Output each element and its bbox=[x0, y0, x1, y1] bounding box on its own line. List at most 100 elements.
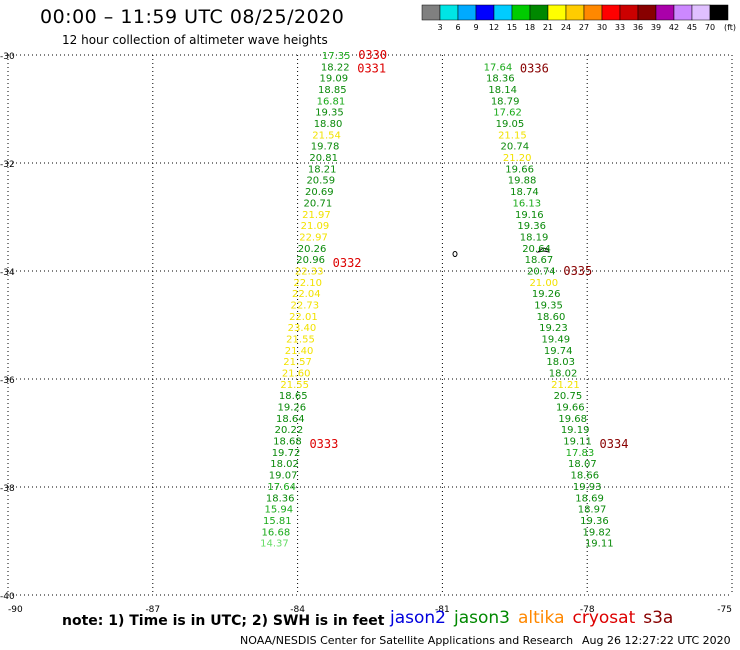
wave-height-label: 20.75 bbox=[554, 391, 583, 402]
wave-height-label: 20.26 bbox=[298, 244, 327, 255]
wave-height-label: 19.68 bbox=[558, 414, 587, 425]
wave-height-label: 16.13 bbox=[513, 198, 542, 209]
wave-height-label: 19.36 bbox=[580, 516, 609, 527]
lat-tick-label: -32 bbox=[0, 160, 15, 170]
wave-height-label: 18.80 bbox=[314, 119, 343, 130]
wave-height-label: 19.11 bbox=[585, 539, 614, 550]
wave-height-label: 22.73 bbox=[291, 300, 320, 311]
wave-height-label: 18.85 bbox=[318, 85, 347, 96]
wave-height-label: 19.05 bbox=[496, 119, 525, 130]
wave-height-label: 15.81 bbox=[263, 516, 292, 527]
colorbar-swatch bbox=[691, 4, 711, 21]
colorbar-swatch bbox=[619, 4, 639, 21]
wave-height-label: 19.66 bbox=[505, 164, 534, 175]
colorbar-swatch bbox=[601, 4, 621, 21]
lat-tick-label: -30 bbox=[0, 52, 15, 62]
lon-tick-label: -81 bbox=[435, 605, 450, 615]
wave-height-label: 21.40 bbox=[285, 346, 314, 357]
mission-jason2: jason2 bbox=[390, 608, 446, 628]
mission-legend: jason2 jason3 altika cryosat s3a bbox=[390, 608, 681, 628]
wave-height-label: 15.94 bbox=[264, 505, 293, 516]
wave-height-label: 18.60 bbox=[537, 312, 566, 323]
wave-height-label: 22.04 bbox=[292, 289, 321, 300]
wave-height-label: 19.72 bbox=[272, 448, 301, 459]
lon-tick-label: -87 bbox=[145, 605, 160, 615]
map-title: 00:00 – 11:59 UTC 08/25/2020 bbox=[40, 6, 345, 28]
colorbar-swatch bbox=[673, 4, 693, 21]
wave-height-label: 19.19 bbox=[561, 425, 590, 436]
wave-height-label: 18.14 bbox=[488, 85, 517, 96]
wave-height-label: 21.09 bbox=[301, 221, 330, 232]
wave-height-label: 21.60 bbox=[282, 369, 311, 380]
mission-s3a: s3a bbox=[643, 608, 674, 628]
colorbar-tick: 30 bbox=[597, 23, 607, 32]
wave-height-label: 22.10 bbox=[293, 278, 322, 289]
wave-height-label: 18.36 bbox=[486, 74, 515, 85]
wave-height-label: 17.62 bbox=[493, 108, 522, 119]
colorbar-swatch bbox=[511, 4, 531, 21]
credit-text: NOAA/NESDIS Center for Satellite Applica… bbox=[240, 634, 574, 647]
wave-height-label: 16.81 bbox=[317, 96, 346, 107]
wave-height-label: 19.66 bbox=[556, 403, 585, 414]
colorbar-swatch bbox=[457, 4, 477, 21]
colorbar-swatch bbox=[655, 4, 675, 21]
wave-height-label: 19.09 bbox=[319, 74, 348, 85]
colorbar-tick: 6 bbox=[455, 23, 460, 32]
lon-tick-label: -78 bbox=[580, 605, 595, 615]
wave-height-label: 19.93 bbox=[573, 482, 602, 493]
pass-time-label: 0334 bbox=[600, 437, 629, 451]
colorbar-unit: (ft) bbox=[724, 23, 736, 32]
wave-height-label: 18.74 bbox=[510, 187, 539, 198]
wave-height-label: 18.19 bbox=[520, 232, 549, 243]
colorbar: 3 6 9 12 15 18 21 24 27 30 33 36 39 42 45 70 (ft) bbox=[421, 4, 736, 32]
pass-time-label: 0333 bbox=[309, 437, 338, 451]
wave-height-label: 18.97 bbox=[578, 505, 607, 516]
wave-height-label: 18.68 bbox=[273, 437, 302, 448]
wave-height-label: 17.35 bbox=[322, 51, 351, 62]
wave-height-label: 18.79 bbox=[491, 96, 520, 107]
lat-tick-label: -36 bbox=[0, 376, 15, 386]
colorbar-swatch bbox=[547, 4, 567, 21]
colorbar-swatch bbox=[493, 4, 513, 21]
wave-height-label: 18.07 bbox=[568, 459, 597, 470]
wave-height-label: 19.78 bbox=[311, 142, 340, 153]
wave-height-label: 18.21 bbox=[308, 164, 337, 175]
wave-height-label: 19.26 bbox=[532, 289, 561, 300]
wave-height-label: 21.21 bbox=[551, 380, 580, 391]
pass-time-label: 0331 bbox=[357, 62, 386, 76]
wave-height-label: 19.16 bbox=[515, 210, 544, 221]
colorbar-tick: 33 bbox=[615, 23, 625, 32]
wave-height-label: 22.01 bbox=[289, 312, 318, 323]
wave-height-label: 19.23 bbox=[539, 323, 568, 334]
islands bbox=[452, 247, 550, 257]
wave-height-label: 17.64 bbox=[484, 62, 513, 73]
colorbar-swatch bbox=[529, 4, 549, 21]
colorbar-tick: 15 bbox=[507, 23, 517, 32]
wave-height-label: 19.88 bbox=[508, 176, 537, 187]
wave-height-label: 21.57 bbox=[283, 357, 312, 368]
wave-height-label: 21.20 bbox=[503, 153, 532, 164]
wave-height-label: 17.83 bbox=[566, 448, 595, 459]
island-marker bbox=[452, 251, 458, 257]
pass-time-label: 0335 bbox=[563, 264, 592, 278]
colorbar-tick: 18 bbox=[525, 23, 535, 32]
wave-height-label: 18.36 bbox=[266, 493, 295, 504]
colorbar-tick: 3 bbox=[437, 23, 442, 32]
mission-jason3: jason3 bbox=[454, 608, 510, 628]
wave-height-label: 18.69 bbox=[575, 493, 604, 504]
wave-height-label: 19.26 bbox=[277, 403, 306, 414]
colorbar-tick: 27 bbox=[579, 23, 589, 32]
wave-height-label: 19.11 bbox=[563, 437, 592, 448]
pass-time-label: 0336 bbox=[520, 62, 549, 76]
wave-height-label: 19.74 bbox=[544, 346, 573, 357]
lat-tick-label: -34 bbox=[0, 268, 15, 278]
lat-lon-grid bbox=[7, 54, 733, 596]
colorbar-tick: 12 bbox=[489, 23, 499, 32]
colorbar-swatch bbox=[709, 4, 729, 21]
colorbar-tick: 39 bbox=[651, 23, 661, 32]
units-note: note: 1) Time is in UTC; 2) SWH is in fe… bbox=[62, 613, 385, 629]
colorbar-swatch bbox=[583, 4, 603, 21]
wave-height-label: 16.68 bbox=[262, 527, 291, 538]
